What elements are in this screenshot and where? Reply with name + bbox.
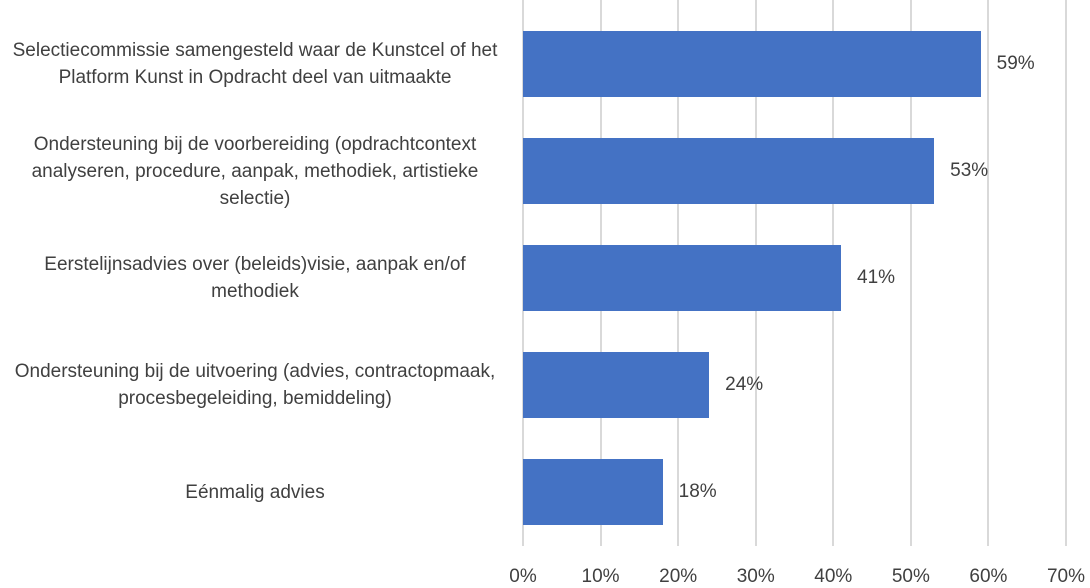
category-label: Ondersteuning bij de uitvoering (advies,…: [14, 361, 496, 409]
bar: [523, 459, 663, 525]
value-label: 59%: [996, 53, 1035, 74]
value-label: 18%: [678, 481, 717, 502]
bar: [523, 352, 710, 418]
x-tick-label: 10%: [581, 566, 620, 587]
x-tick-label: 50%: [891, 566, 930, 587]
grid-line: [909, 0, 912, 546]
bar: [523, 138, 935, 204]
x-tick-label: 0%: [509, 566, 537, 587]
category-label: Eerstelijnsadvies over (beleids)visie, a…: [44, 254, 466, 302]
x-tick-label: 30%: [736, 566, 775, 587]
category-label: Ondersteuning bij de voorbereiding (opdr…: [31, 133, 479, 209]
x-tick-label: 20%: [659, 566, 698, 587]
category-label: Eénmalig advies: [185, 481, 325, 503]
grid-line: [1065, 0, 1067, 546]
x-tick-label: 40%: [814, 566, 853, 587]
category-label: Selectiecommissie samengesteld waar de K…: [12, 40, 498, 88]
value-label: 41%: [857, 267, 896, 288]
bar: [523, 31, 981, 97]
x-tick-label: 60%: [969, 566, 1008, 587]
x-tick-label: 70%: [1046, 566, 1086, 587]
grid-line: [987, 0, 990, 546]
bar: [523, 245, 842, 311]
value-label: 24%: [725, 374, 764, 395]
value-label: 53%: [950, 160, 989, 181]
